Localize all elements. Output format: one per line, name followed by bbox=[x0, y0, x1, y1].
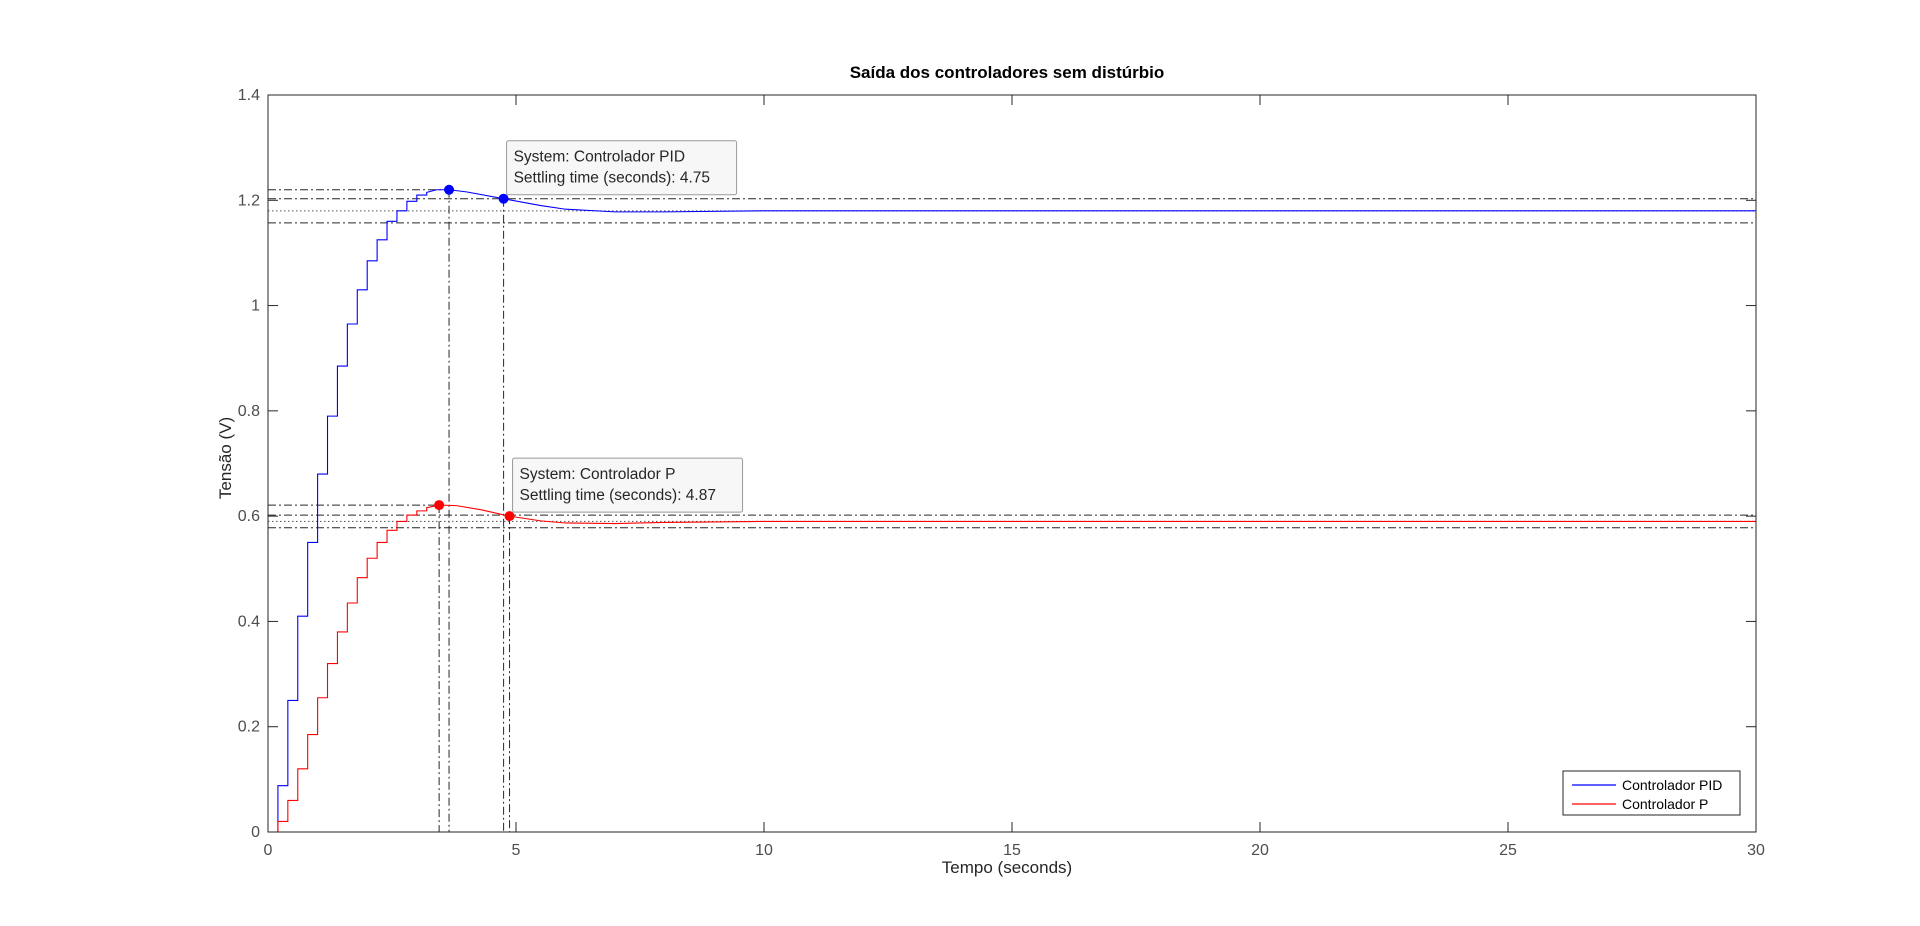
legend-label-p: Controlador P bbox=[1622, 796, 1708, 812]
datatip-p: System: Controlador P Settling time (seco… bbox=[512, 457, 744, 513]
y-tick-label: 0.6 bbox=[238, 508, 260, 525]
peak-marker-pid[interactable] bbox=[444, 184, 455, 195]
x-tick-label: 5 bbox=[512, 842, 521, 859]
series-lines bbox=[268, 189, 1756, 833]
datatip-box-p bbox=[512, 457, 744, 513]
legend-label-pid: Controlador PID bbox=[1622, 777, 1722, 793]
y-tick-label: 0.8 bbox=[238, 403, 260, 420]
settling-marker-pid[interactable] bbox=[498, 193, 509, 204]
peak-marker-p[interactable] bbox=[434, 500, 445, 511]
settling-marker-p[interactable] bbox=[504, 511, 515, 522]
axes-background bbox=[268, 95, 1756, 832]
legend-box bbox=[1562, 770, 1741, 816]
datatip-line-p: Settling time (seconds): 4.87 bbox=[520, 487, 716, 504]
tick-labels: 0 5 10 15 20 25 30 0 0.2 0.4 0.6 0.8 1 1.2 1.4 bbox=[238, 87, 1765, 859]
datatip-line-p: System: Controlador P bbox=[520, 466, 676, 483]
y-tick-label: 1 bbox=[251, 298, 260, 315]
y-tick-label: 1.4 bbox=[238, 87, 260, 104]
y-tick-label: 0 bbox=[251, 824, 260, 841]
series-line-pid bbox=[268, 189, 1756, 833]
y-tick-label: 1.2 bbox=[238, 192, 260, 209]
datatip-box-pid bbox=[506, 140, 738, 196]
x-tick-label: 25 bbox=[1499, 842, 1517, 859]
legend[interactable]: Controlador PID Controlador P bbox=[1562, 770, 1741, 816]
markers bbox=[434, 184, 515, 522]
x-axis-label: Tempo (seconds) bbox=[942, 858, 1072, 877]
x-tick-label: 30 bbox=[1747, 842, 1765, 859]
datatip-line-pid: Settling time (seconds): 4.75 bbox=[514, 170, 710, 187]
datatips: System: Controlador PID Settling time (se… bbox=[506, 140, 744, 513]
x-tick-label: 0 bbox=[264, 842, 273, 859]
datatip-line-pid: System: Controlador PID bbox=[514, 149, 685, 166]
series-line-p bbox=[268, 504, 1756, 833]
x-tick-label: 10 bbox=[755, 842, 773, 859]
chart-title: Saída dos controladores sem distúrbio bbox=[850, 63, 1165, 82]
ticks bbox=[267, 94, 1757, 833]
plot-area[interactable] bbox=[267, 94, 1757, 833]
y-tick-label: 0.2 bbox=[238, 719, 260, 736]
y-tick-label: 0.4 bbox=[238, 613, 260, 630]
x-tick-label: 15 bbox=[1003, 842, 1021, 859]
datatip-pid: System: Controlador PID Settling time (se… bbox=[506, 140, 738, 196]
x-tick-label: 20 bbox=[1251, 842, 1269, 859]
y-axis-label: Tensão (V) bbox=[216, 417, 235, 499]
